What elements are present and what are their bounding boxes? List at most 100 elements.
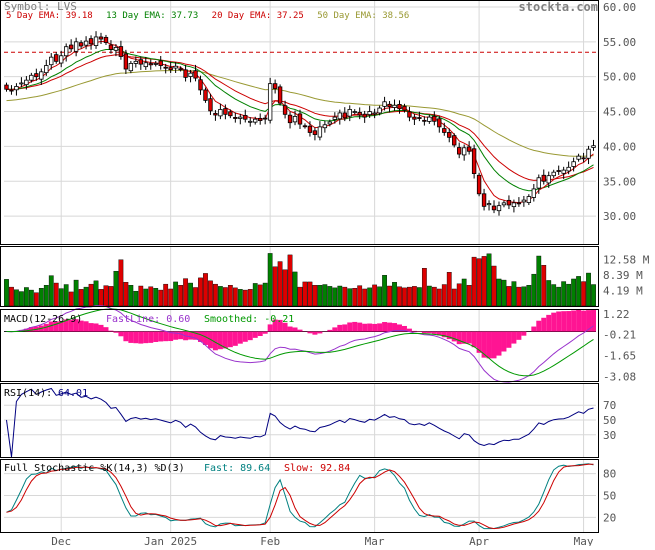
macd-hist-bar [472, 332, 477, 348]
candle-body [542, 175, 546, 181]
volume-bar [208, 281, 212, 306]
candle-body [94, 37, 98, 46]
volume-bar [168, 289, 172, 306]
macd-hist-bar [571, 311, 576, 332]
candle-body [393, 105, 397, 107]
candle-body [224, 109, 228, 115]
candle-body [433, 116, 437, 121]
volume-bar [472, 257, 476, 306]
volume-bar [34, 293, 38, 306]
macd-hist-bar [492, 332, 497, 359]
macd-hist-bar [506, 332, 511, 348]
price-tick-label: 60.00 [603, 1, 636, 14]
macd-hist-bar [581, 311, 586, 332]
volume-bar [233, 288, 237, 306]
candle-body [234, 117, 238, 118]
volume-bar [293, 272, 297, 306]
macd-hist-bar [113, 332, 118, 333]
volume-bar [552, 285, 556, 306]
macd-hist-bar [487, 332, 492, 359]
volume-bar [462, 279, 466, 306]
macd-hist-bar [298, 330, 303, 332]
macd-hist-bar [317, 332, 322, 334]
volume-bar [258, 285, 262, 306]
candle-body [313, 131, 317, 135]
candle-body [363, 114, 367, 117]
candle-body [35, 74, 39, 77]
macd-hist-bar [337, 325, 342, 332]
volume-bar [412, 286, 416, 306]
candle-body [592, 146, 596, 148]
macd-hist-bar [233, 332, 238, 346]
macd-hist-bar [128, 332, 133, 343]
macd-hist-bar [531, 327, 536, 332]
candle-body [278, 87, 282, 103]
candle-body [502, 203, 506, 205]
volume-bar [417, 287, 421, 306]
candle-body [5, 85, 9, 89]
candle-body [239, 117, 243, 118]
candle-body [507, 200, 511, 205]
volume-bar [402, 288, 406, 306]
macd-hist-bar [501, 332, 506, 352]
candle-body [582, 158, 586, 159]
price-tick-label: 50.00 [603, 71, 636, 84]
candle-body [30, 75, 34, 80]
candle-body [84, 41, 88, 45]
volume-bar [482, 256, 486, 306]
macd-hist-bar [546, 315, 551, 332]
candle-body [219, 109, 223, 115]
candle-body [557, 171, 561, 172]
volume-bar [547, 280, 551, 306]
candle-body [129, 63, 133, 70]
candle-body [467, 147, 471, 151]
candle-body [547, 176, 551, 183]
macd-tick-label: -1.65 [603, 350, 636, 363]
macd-hist-bar [576, 310, 581, 332]
stoch-title: Full Stochastic %K(14,3) %D(3) [4, 463, 185, 474]
volume-bar [104, 286, 108, 306]
volume-bar [89, 284, 93, 306]
candle-body [149, 64, 153, 65]
volume-bar [273, 267, 277, 306]
volume-bar [343, 287, 347, 306]
candle-body [54, 55, 58, 62]
volume-bar [263, 283, 267, 306]
volume-bar [497, 279, 501, 306]
candle-body [49, 57, 53, 65]
candle-body [452, 136, 456, 145]
candle-body [263, 118, 267, 119]
candle-body [184, 70, 188, 78]
macd-hist-bar [163, 332, 168, 342]
volume-bar [188, 283, 192, 306]
volume-bar [99, 289, 103, 306]
candle-body [139, 60, 143, 64]
volume-bar [333, 288, 337, 306]
candle-body [358, 112, 362, 115]
volume-bar [268, 253, 272, 306]
macd-hist-bar [591, 310, 596, 332]
candle-body [323, 125, 327, 128]
candle-body [413, 117, 417, 119]
macd-hist-bar [228, 332, 233, 348]
macd-hist-bar [263, 332, 268, 334]
date-tick-label: Feb [260, 535, 280, 546]
date-tick-label: Apr [469, 535, 489, 546]
macd-hist-bar [327, 330, 332, 332]
macd-hist-bar [511, 332, 516, 344]
candle-body [169, 68, 173, 70]
volume-bar [69, 292, 73, 306]
volume-bar [566, 284, 570, 306]
macd-hist-bar [412, 331, 417, 332]
price-tick-label: 30.00 [603, 210, 636, 223]
volume-tick-label: 8.39 M [603, 269, 643, 282]
volume-bar [59, 289, 63, 306]
candle-body [348, 109, 352, 116]
candle-body [104, 37, 108, 42]
volume-bar [557, 287, 561, 306]
volume-bar [467, 285, 471, 306]
macd-tick-label: -0.21 [603, 329, 636, 342]
volume-bar [377, 287, 381, 306]
macd-hist-bar [536, 321, 541, 332]
macd-title: MACD(12-26-9) [4, 314, 82, 325]
